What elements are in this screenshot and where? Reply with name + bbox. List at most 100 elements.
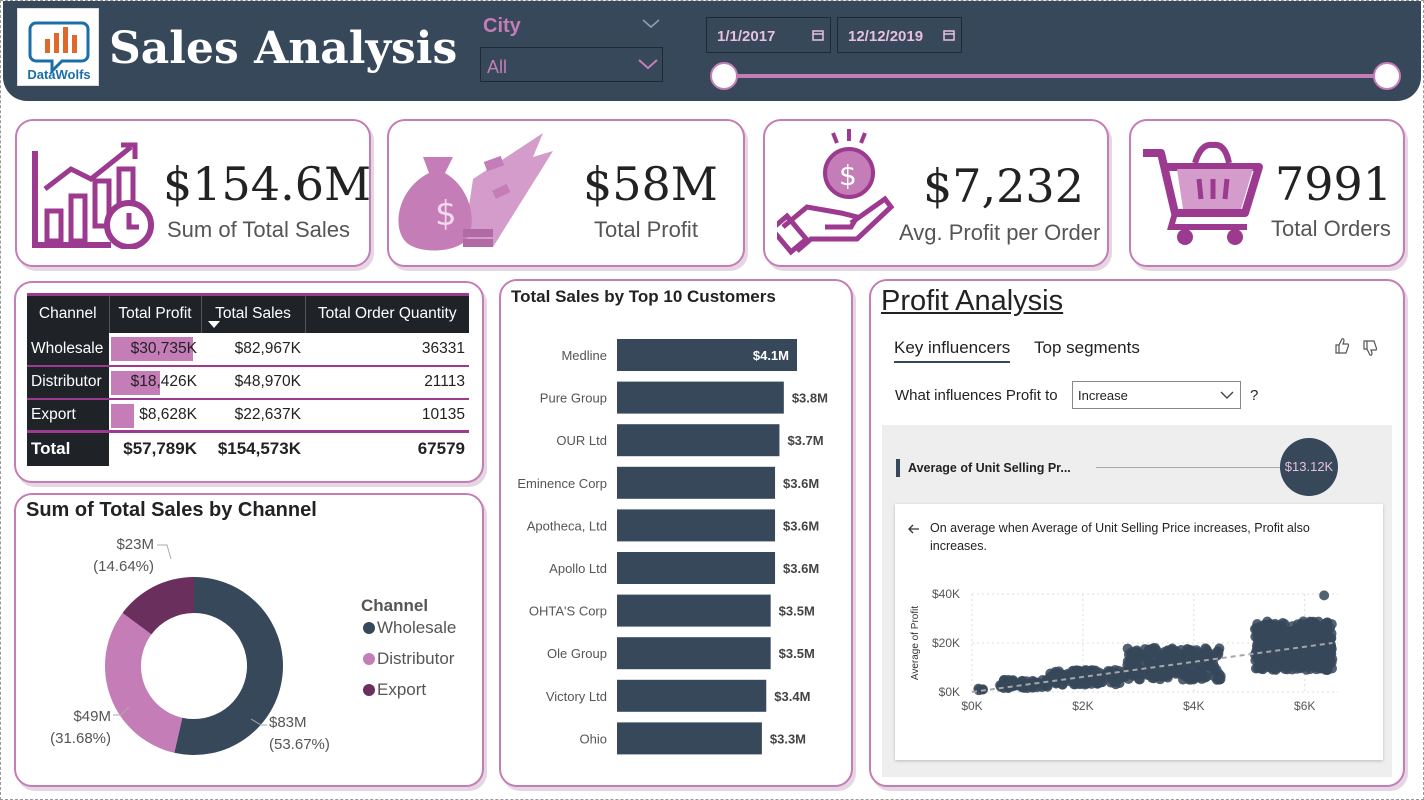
scatter-point[interactable] bbox=[1264, 632, 1275, 643]
scatter-point[interactable] bbox=[1165, 645, 1176, 656]
scatter-point[interactable] bbox=[1165, 667, 1176, 678]
scatter-point[interactable] bbox=[1279, 631, 1290, 642]
legend-marker[interactable] bbox=[363, 653, 375, 665]
chevron-down-icon[interactable] bbox=[637, 57, 659, 71]
scatter-point[interactable] bbox=[1327, 654, 1338, 665]
column-header-total-sales[interactable]: Total Sales bbox=[200, 293, 305, 333]
scatter-point[interactable] bbox=[1145, 670, 1156, 681]
date-range-end-handle[interactable] bbox=[1373, 62, 1401, 90]
date-range-slider-track[interactable] bbox=[723, 74, 1387, 78]
bar-mark[interactable] bbox=[617, 552, 776, 584]
date-start-input[interactable]: 1/1/2017 bbox=[706, 17, 831, 53]
table-row[interactable]: Distributor $18,426K $48,970K 21113 bbox=[27, 365, 469, 400]
scatter-point[interactable] bbox=[1321, 662, 1332, 673]
bar-mark[interactable] bbox=[617, 509, 776, 542]
donut-slice[interactable] bbox=[174, 577, 283, 755]
scatter-point[interactable] bbox=[1261, 642, 1272, 653]
table-row[interactable]: Export $8,628K $22,637K 10135 bbox=[27, 398, 469, 433]
scatter-point[interactable] bbox=[1274, 662, 1285, 673]
influence-direction-dropdown[interactable]: Increase bbox=[1072, 381, 1241, 409]
donut-slice[interactable] bbox=[104, 612, 183, 753]
scatter-point[interactable] bbox=[1279, 619, 1290, 630]
legend-marker[interactable] bbox=[363, 622, 375, 634]
help-icon[interactable]: ? bbox=[1250, 387, 1259, 404]
date-end-input[interactable]: 12/12/2019 bbox=[837, 17, 962, 53]
scatter-point[interactable] bbox=[1314, 644, 1325, 655]
legend-label[interactable]: Export bbox=[377, 680, 426, 699]
bar-mark[interactable] bbox=[617, 637, 771, 670]
scatter-point[interactable] bbox=[1297, 651, 1308, 662]
scatter-point[interactable] bbox=[1097, 669, 1108, 680]
scatter-point[interactable] bbox=[1110, 668, 1121, 679]
sort-descending-icon[interactable] bbox=[207, 320, 220, 329]
tab-key-influencers[interactable]: Key influencers bbox=[894, 338, 1011, 363]
legend-label[interactable]: Wholesale bbox=[377, 618, 456, 637]
thumbs-down-icon[interactable] bbox=[1362, 339, 1378, 357]
scatter-point[interactable] bbox=[1322, 625, 1333, 636]
legend-label[interactable]: Distributor bbox=[377, 649, 455, 668]
scatter-point[interactable] bbox=[1144, 645, 1155, 656]
cell-sales: $48,970K bbox=[201, 365, 305, 400]
scatter-point[interactable] bbox=[1036, 682, 1047, 693]
scatter-point[interactable] bbox=[1051, 674, 1062, 685]
legend-title: Channel bbox=[361, 596, 428, 615]
scatter-point[interactable] bbox=[1215, 674, 1226, 685]
scatter-point[interactable] bbox=[1259, 620, 1270, 631]
bar-mark[interactable] bbox=[617, 466, 776, 499]
calendar-icon[interactable] bbox=[812, 29, 824, 41]
date-range-start-handle[interactable] bbox=[710, 62, 738, 90]
column-header-total-order-quantity[interactable]: Total Order Quantity bbox=[304, 293, 469, 333]
city-dropdown[interactable]: All bbox=[480, 47, 663, 82]
scatter-point[interactable] bbox=[1285, 656, 1296, 667]
scatter-point[interactable] bbox=[1321, 632, 1332, 643]
scatter-point[interactable] bbox=[1194, 654, 1205, 665]
column-header-channel[interactable]: Channel bbox=[27, 293, 109, 333]
scatter-point[interactable] bbox=[1144, 658, 1155, 669]
scatter-point[interactable] bbox=[1122, 656, 1133, 667]
scatter-point[interactable] bbox=[1262, 660, 1273, 671]
column-header-total-profit[interactable]: Total Profit bbox=[108, 293, 201, 333]
bar-mark[interactable] bbox=[617, 339, 797, 371]
scatter-point[interactable] bbox=[1196, 673, 1207, 684]
scatter-point[interactable] bbox=[1268, 644, 1279, 655]
scatter-point[interactable] bbox=[1067, 665, 1078, 676]
scatter-point[interactable] bbox=[1090, 677, 1101, 688]
bar-mark[interactable] bbox=[617, 424, 780, 457]
scatter-point[interactable] bbox=[1208, 663, 1219, 674]
influence-bubble[interactable]: $13.12K bbox=[1280, 438, 1338, 496]
scatter-point[interactable] bbox=[1158, 649, 1169, 660]
scatter-point[interactable] bbox=[1300, 634, 1311, 645]
bar-mark[interactable] bbox=[617, 594, 771, 627]
scatter-point[interactable] bbox=[1187, 674, 1198, 685]
legend-marker[interactable] bbox=[363, 684, 375, 696]
scatter-point[interactable] bbox=[1308, 629, 1319, 640]
table-row[interactable]: Wholesale $30,735K $82,967K 36331 bbox=[27, 332, 469, 367]
donut-slice[interactable] bbox=[122, 577, 194, 635]
chevron-down-icon[interactable] bbox=[1220, 390, 1234, 400]
cell-channel: Export bbox=[27, 398, 109, 433]
scatter-point[interactable] bbox=[1155, 674, 1166, 685]
scatter-point[interactable] bbox=[1123, 663, 1134, 674]
scatter-point[interactable] bbox=[1289, 627, 1300, 638]
scatter-point[interactable] bbox=[1080, 679, 1091, 690]
scatter-point[interactable] bbox=[1085, 665, 1096, 676]
bar-mark[interactable] bbox=[617, 722, 762, 755]
scatter-point[interactable] bbox=[1212, 646, 1223, 657]
scatter-point[interactable] bbox=[1267, 620, 1278, 631]
scatter-point[interactable] bbox=[1176, 644, 1187, 655]
scatter-point[interactable] bbox=[1319, 590, 1330, 601]
scatter-point[interactable] bbox=[1300, 660, 1311, 671]
thumbs-up-icon[interactable] bbox=[1334, 337, 1350, 355]
scatter-point[interactable] bbox=[1136, 658, 1147, 669]
bar-mark[interactable] bbox=[617, 679, 767, 712]
leader-line bbox=[250, 718, 267, 726]
influencer-name[interactable]: Average of Unit Selling Pr... bbox=[908, 461, 1071, 475]
chevron-down-icon[interactable] bbox=[641, 17, 661, 31]
bar-mark[interactable] bbox=[617, 381, 784, 414]
scatter-point[interactable] bbox=[1298, 616, 1309, 627]
scatter-point[interactable] bbox=[1313, 620, 1324, 631]
tab-top-segments[interactable]: Top segments bbox=[1034, 338, 1140, 357]
back-arrow-icon[interactable] bbox=[908, 523, 920, 535]
calendar-icon[interactable] bbox=[943, 29, 955, 41]
scatter-point[interactable] bbox=[1205, 655, 1216, 666]
